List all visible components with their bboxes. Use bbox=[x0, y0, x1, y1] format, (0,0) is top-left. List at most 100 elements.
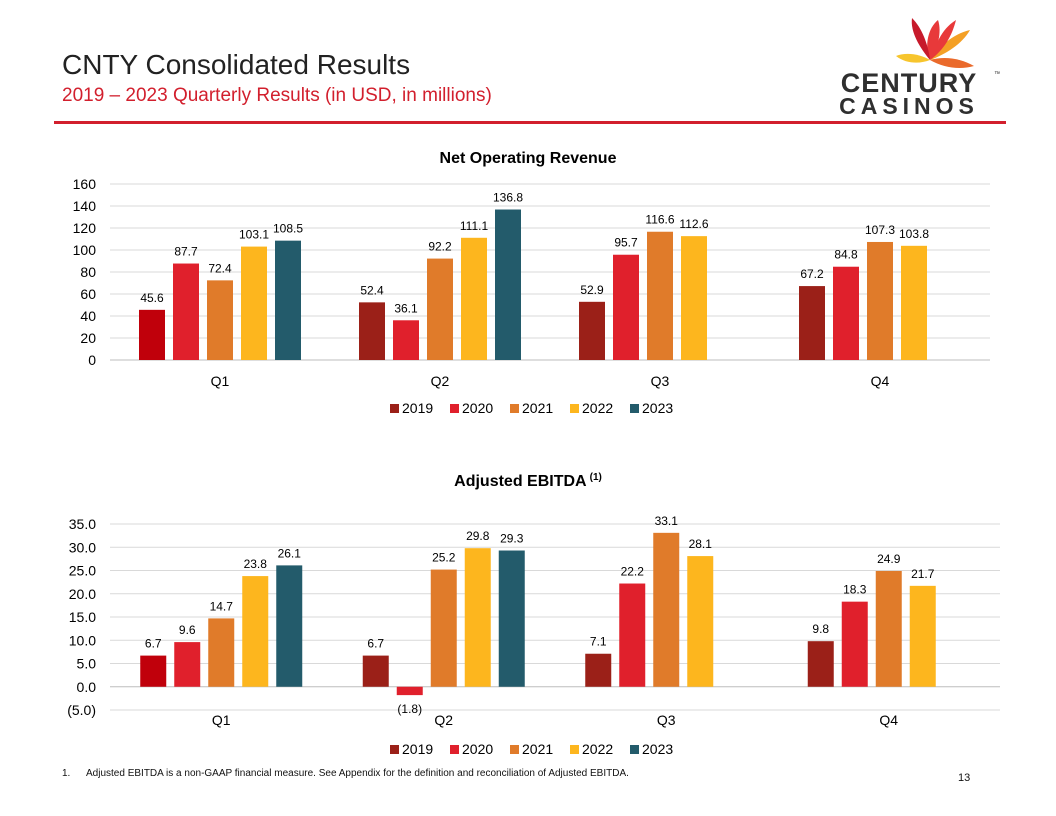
x-tick-label: Q4 bbox=[879, 712, 898, 728]
data-label: 36.1 bbox=[394, 301, 418, 315]
x-tick-label: Q3 bbox=[657, 712, 676, 728]
legend-label: 2021 bbox=[522, 400, 553, 416]
data-label: 136.8 bbox=[493, 191, 523, 205]
x-tick-label: Q4 bbox=[871, 373, 890, 389]
legend-swatch bbox=[570, 745, 579, 754]
bar bbox=[173, 263, 199, 360]
bar bbox=[396, 686, 423, 696]
x-tick-label: Q1 bbox=[211, 373, 230, 389]
bar bbox=[647, 231, 673, 360]
bar bbox=[242, 576, 269, 687]
data-label: 112.6 bbox=[679, 217, 708, 231]
bar bbox=[427, 258, 453, 360]
bar bbox=[687, 556, 714, 687]
data-label: 18.3 bbox=[843, 583, 867, 597]
slide-title: CNTY Consolidated Results bbox=[62, 49, 411, 80]
flower-icon bbox=[896, 18, 974, 68]
bar bbox=[174, 642, 201, 687]
y-tick-label: 10.0 bbox=[69, 632, 96, 648]
data-label: 9.8 bbox=[812, 622, 829, 636]
y-tick-label: 60 bbox=[80, 286, 96, 302]
bar bbox=[807, 641, 834, 687]
data-label: 103.1 bbox=[239, 228, 269, 242]
footnote: 1. Adjusted EBITDA is a non-GAAP financia… bbox=[62, 768, 629, 779]
legend-swatch bbox=[450, 404, 459, 413]
bar bbox=[681, 236, 707, 360]
bar bbox=[619, 583, 646, 687]
bar bbox=[140, 655, 167, 687]
data-label: 22.2 bbox=[621, 565, 645, 579]
slide-subtitle: 2019 – 2023 Quarterly Results (in USD, i… bbox=[62, 85, 492, 106]
legend-swatch bbox=[510, 745, 519, 754]
bar bbox=[241, 246, 267, 360]
bar bbox=[901, 245, 927, 360]
bar bbox=[585, 653, 612, 687]
data-label: 95.7 bbox=[614, 236, 638, 250]
chart-title: Net Operating Revenue bbox=[440, 150, 617, 167]
data-label: 9.6 bbox=[179, 623, 196, 637]
data-label: 29.8 bbox=[466, 529, 490, 543]
chart-title-superscript: (1) bbox=[590, 472, 602, 483]
data-label: 84.8 bbox=[834, 248, 858, 262]
y-tick-label: 30.0 bbox=[69, 539, 96, 555]
legend-swatch bbox=[390, 745, 399, 754]
y-tick-label: 40 bbox=[80, 308, 96, 324]
legend-label: 2019 bbox=[402, 741, 433, 757]
bar bbox=[909, 585, 936, 687]
chart-title: Adjusted EBITDA (1) bbox=[454, 472, 602, 490]
data-label: 24.9 bbox=[877, 552, 901, 566]
bar bbox=[875, 570, 902, 687]
ebitda-chart: Adjusted EBITDA (1) (5.0) 0.0 5.0 10.0 15.0 20.… bbox=[67, 472, 1000, 757]
data-label: 26.1 bbox=[278, 546, 302, 560]
bar bbox=[498, 550, 525, 687]
century-casinos-logo: CENTURY CASINOS ™ bbox=[839, 18, 1000, 118]
logo-trademark: ™ bbox=[994, 71, 1000, 78]
title-divider bbox=[54, 121, 1006, 124]
data-label: 6.7 bbox=[367, 637, 384, 651]
bar bbox=[362, 655, 389, 687]
bar bbox=[799, 286, 825, 360]
bar bbox=[276, 565, 303, 687]
footnote-number: 1. bbox=[62, 768, 71, 779]
y-tick-label: 20 bbox=[80, 330, 96, 346]
x-tick-label: Q2 bbox=[431, 373, 450, 389]
legend-swatch bbox=[570, 404, 579, 413]
bar bbox=[579, 301, 605, 360]
y-tick-label: 0.0 bbox=[77, 679, 97, 695]
legend-swatch bbox=[390, 404, 399, 413]
bar bbox=[208, 618, 235, 687]
logo-line2: CASINOS bbox=[839, 93, 979, 118]
y-tick-label: 5.0 bbox=[77, 656, 97, 672]
data-label: 33.1 bbox=[655, 514, 679, 528]
data-label: 111.1 bbox=[460, 219, 489, 233]
data-label: 107.3 bbox=[865, 223, 895, 237]
legend-label: 2019 bbox=[402, 400, 433, 416]
bar bbox=[359, 302, 385, 360]
y-tick-label: (5.0) bbox=[67, 702, 96, 718]
y-tick-label: 15.0 bbox=[69, 609, 96, 625]
data-label: 23.8 bbox=[244, 557, 268, 571]
bar bbox=[430, 569, 457, 687]
revenue-chart: Net Operating Revenue 0 20 40 60 80 100 120 140 1… bbox=[73, 150, 990, 416]
logo-line1: CENTURY bbox=[841, 68, 978, 98]
y-tick-label: 20.0 bbox=[69, 586, 96, 602]
legend-label: 2020 bbox=[462, 741, 493, 757]
data-label: 28.1 bbox=[689, 537, 713, 551]
data-label: 7.1 bbox=[590, 635, 607, 649]
footnote-text: Adjusted EBITDA is a non-GAAP financial … bbox=[86, 768, 629, 779]
bar bbox=[275, 240, 301, 360]
bar bbox=[461, 237, 487, 360]
y-tick-label: 0 bbox=[88, 352, 96, 368]
page-number: 13 bbox=[958, 772, 971, 784]
data-label: 103.8 bbox=[899, 227, 929, 241]
x-tick-label: Q1 bbox=[212, 712, 231, 728]
x-tick-label: Q2 bbox=[434, 712, 453, 728]
y-tick-label: 120 bbox=[73, 220, 97, 236]
bar bbox=[833, 266, 859, 360]
y-tick-label: 100 bbox=[73, 242, 97, 258]
data-label: 25.2 bbox=[432, 551, 456, 565]
data-label: 21.7 bbox=[911, 567, 935, 581]
data-label: 116.6 bbox=[645, 213, 674, 227]
data-label: 52.4 bbox=[360, 283, 384, 297]
legend-swatch bbox=[630, 745, 639, 754]
